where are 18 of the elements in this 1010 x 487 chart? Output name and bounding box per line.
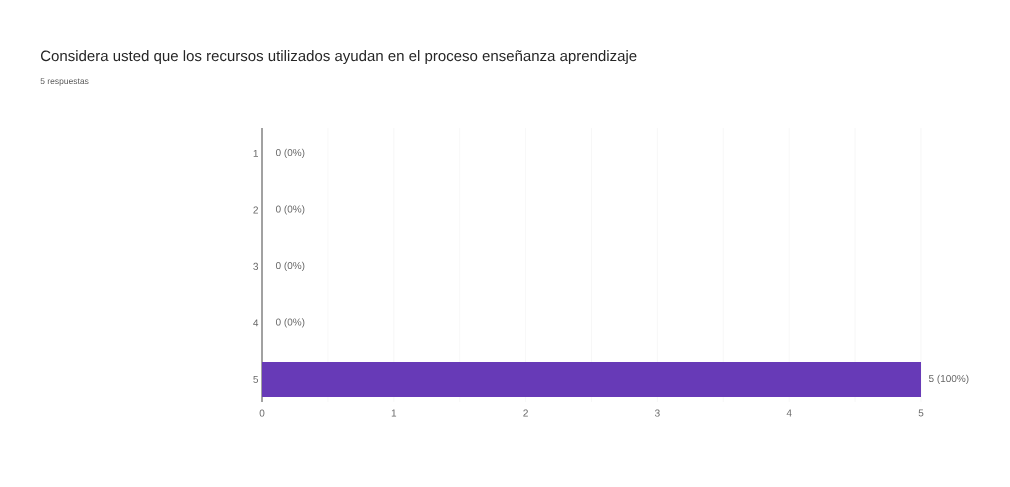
x-tick-label: 3 xyxy=(654,409,660,417)
chart-title: Considera usted que los recursos utilizados ayudan en el proceso enseñanza aprendizaje xyxy=(40,50,637,65)
x-tick-label: 0 xyxy=(259,409,265,417)
y-tick-label: 2 xyxy=(253,206,258,214)
text: 5 respuestas xyxy=(40,78,89,86)
data-label: 0 (0%) xyxy=(275,205,305,215)
data-label: 0 (0%) xyxy=(275,318,305,328)
data-label: 0 (0%) xyxy=(275,261,305,272)
x-tick-label: 5 xyxy=(918,409,924,417)
data-label: 0 (0%) xyxy=(275,148,305,159)
x-tick-label: 2 xyxy=(523,409,528,417)
x-tick-label: 4 xyxy=(786,409,792,417)
y-tick-label: 1 xyxy=(253,149,258,157)
x-tick-label: 1 xyxy=(391,409,397,417)
data-label: 5 (100%) xyxy=(928,374,969,385)
y-tick-label: 4 xyxy=(253,319,259,327)
y-tick-label: 3 xyxy=(253,262,259,270)
y-tick-label: 5 xyxy=(253,375,259,383)
